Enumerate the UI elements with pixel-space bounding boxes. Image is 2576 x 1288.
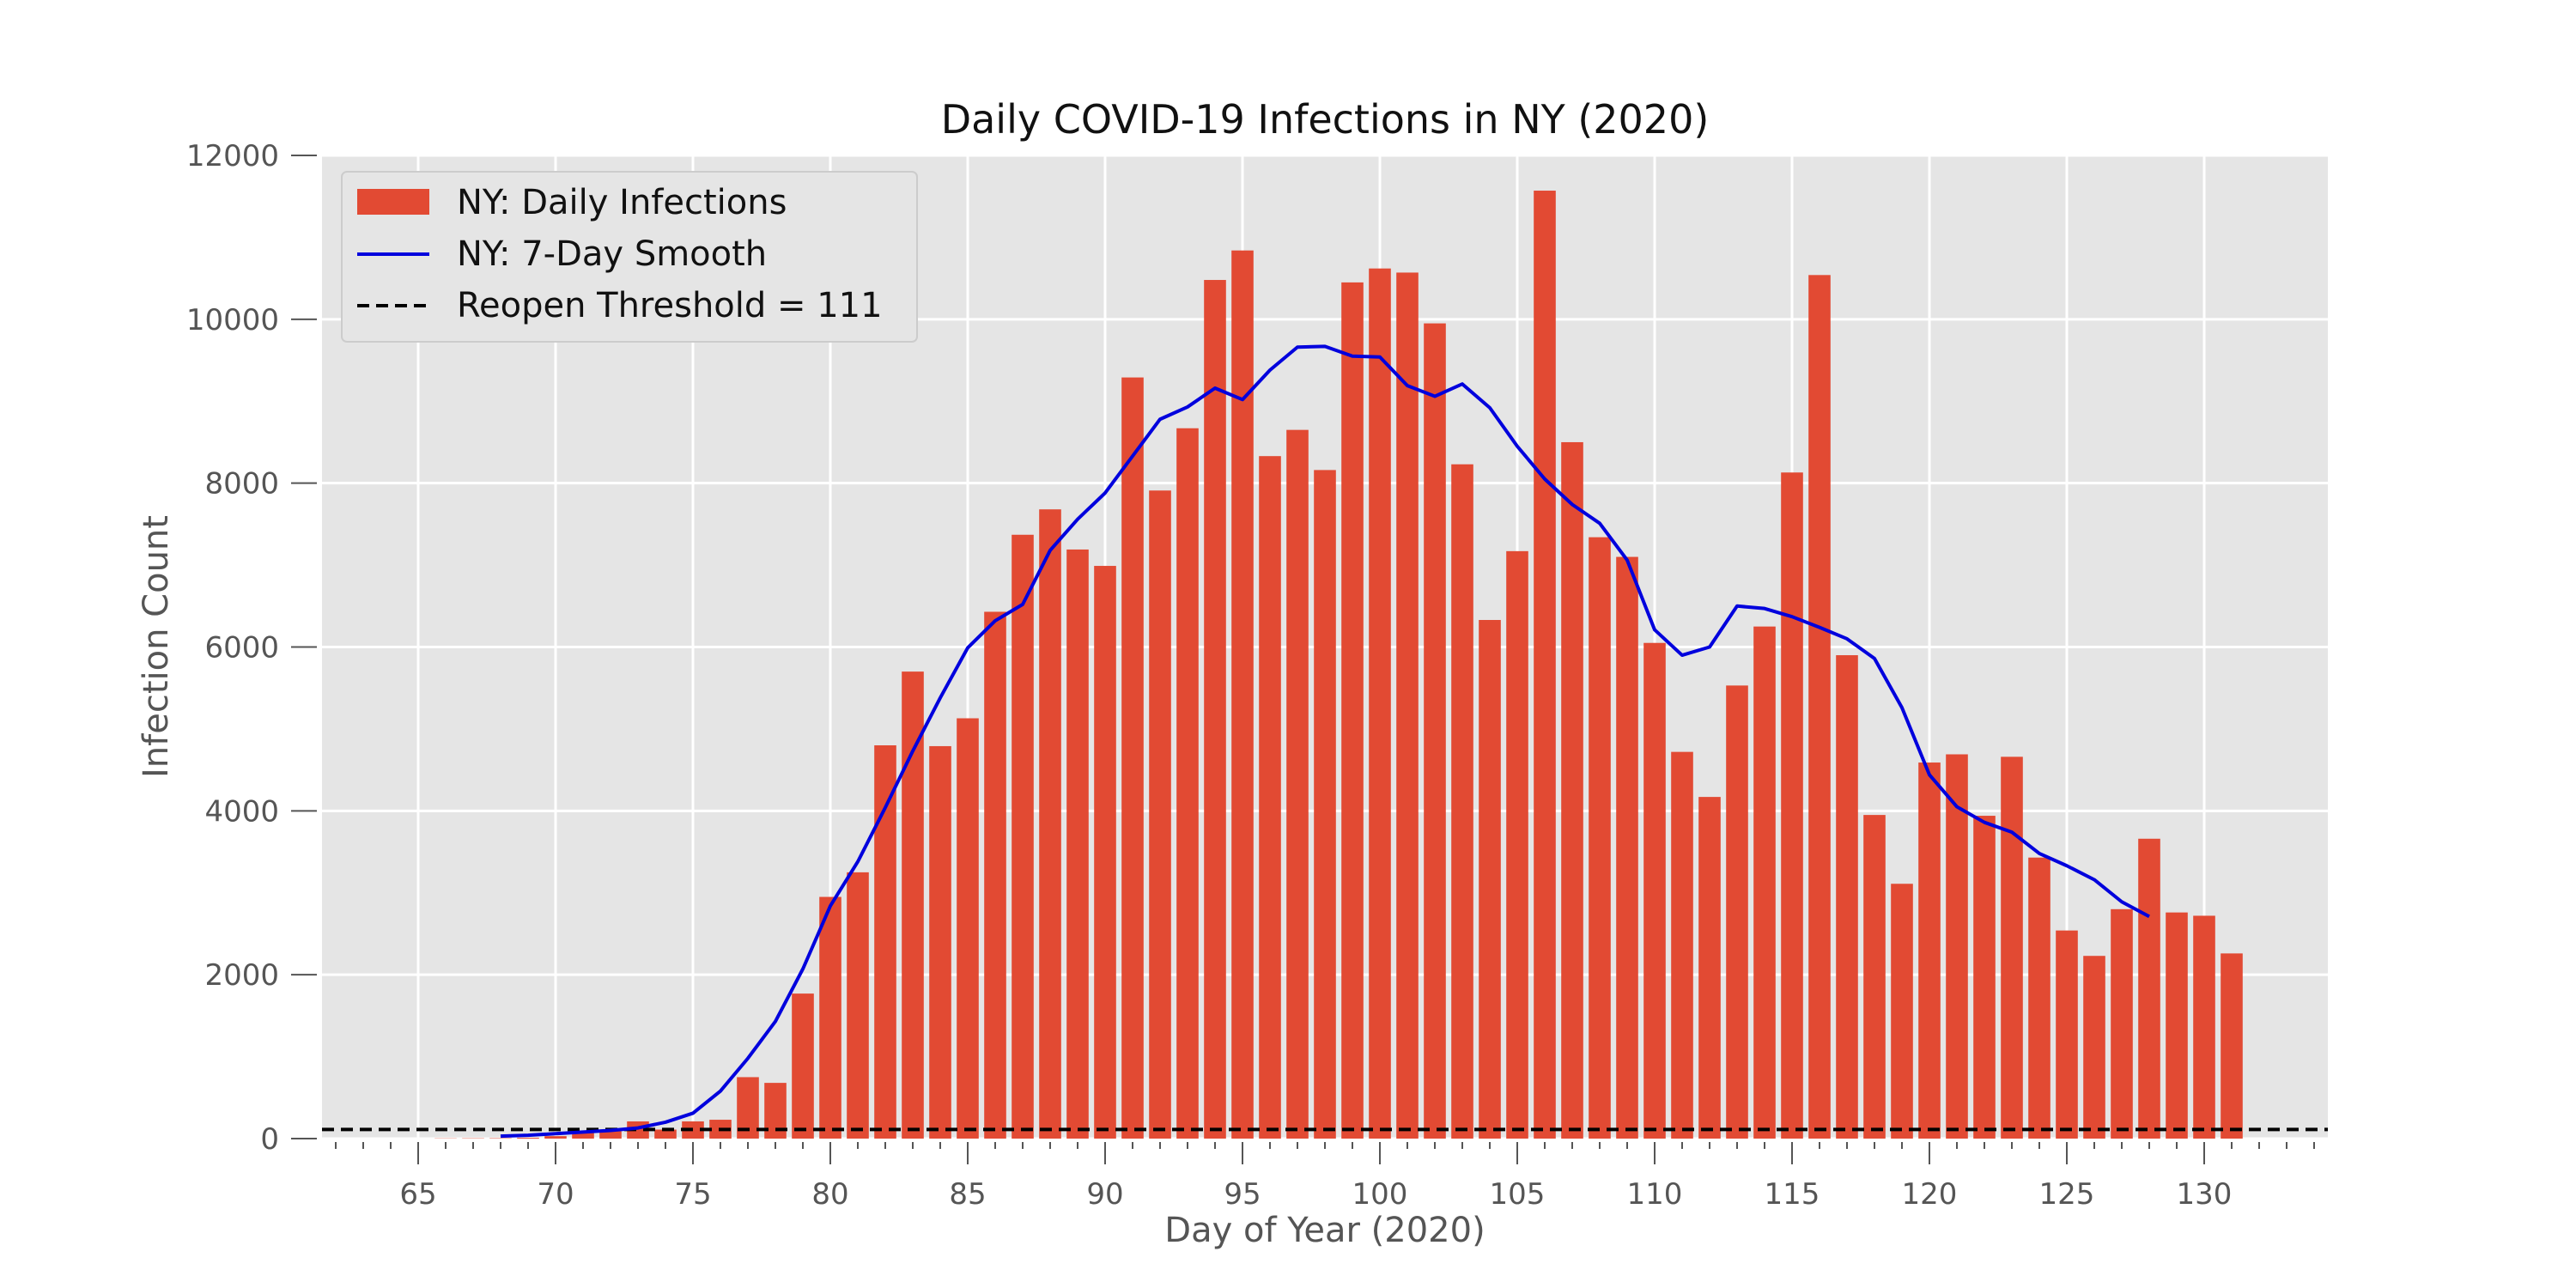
bar [1231,250,1254,1139]
bar-layer [434,191,2243,1139]
bar [1808,275,1831,1139]
y-tick-label: 8000 [204,467,279,501]
x-tick-label: 105 [1490,1177,1546,1212]
smooth-line [500,344,2150,1139]
bar [847,872,869,1139]
bar [1094,566,1116,1139]
legend-label-line: NY: 7-Day Smooth [457,234,767,274]
bar [1286,429,1309,1139]
line-layer [500,344,2150,1139]
bar [2221,953,2243,1139]
bar [1506,550,1528,1139]
bar [1918,762,1941,1139]
bar [819,896,841,1139]
bar [2111,908,2133,1139]
x-tick-label: 125 [2039,1177,2095,1212]
bar [792,993,814,1139]
bar [544,1136,567,1139]
bar [1424,323,1446,1139]
x-axis-label: Day of Year (2020) [1164,1211,1485,1250]
bar [984,611,1006,1139]
x-tick-label: 130 [2177,1177,2233,1212]
bar [1121,377,1144,1139]
bar [1314,470,1336,1139]
bar [1671,751,1693,1139]
bar [1039,509,1061,1139]
bar [2056,930,2078,1139]
bar [1534,191,1556,1139]
bar [517,1138,539,1139]
x-tick-label: 70 [537,1177,574,1212]
bar [1176,428,1199,1139]
bar [1698,797,1721,1139]
bar [1149,490,1171,1139]
x-tick-label: 115 [1765,1177,1820,1212]
y-tick-label: 6000 [204,631,279,665]
bar [1012,534,1034,1139]
y-axis-label: Infection Count [137,515,176,778]
x-tick-label: 120 [1902,1177,1958,1212]
bar [1643,642,1666,1139]
x-tick-label: 85 [949,1177,986,1212]
bar [1396,272,1419,1139]
legend-label-threshold: Reopen Threshold = 111 [457,286,883,325]
bar [1726,685,1748,1139]
bar [1836,655,1858,1139]
x-tick-label: 90 [1086,1177,1123,1212]
x-tick-label: 65 [399,1177,436,1212]
bar [1066,549,1089,1139]
x-tick-label: 75 [674,1177,711,1212]
y-tick-label: 12000 [186,139,279,173]
bar [1863,815,1886,1139]
x-tick-label: 80 [811,1177,848,1212]
x-tick-label: 100 [1352,1177,1408,1212]
bar [1973,816,1996,1139]
bar [1479,620,1501,1139]
bar [2001,756,2023,1139]
bar [902,671,924,1139]
bar [572,1133,594,1139]
x-tick-label: 95 [1224,1177,1261,1212]
legend-box [341,171,918,343]
bar [1259,456,1281,1139]
bar [1204,280,1226,1139]
bar [1781,472,1803,1139]
bar [2193,915,2215,1139]
bar [1589,537,1611,1139]
y-tick-label: 10000 [186,303,279,337]
bar [1451,464,1473,1139]
y-tick-label: 0 [260,1122,279,1157]
y-tick-label: 2000 [204,958,279,993]
bar [1891,884,1913,1139]
bar [1946,754,1968,1139]
bar [2138,838,2160,1139]
axis-layer: 65 70 75 80 85 90 95 100 105 110 115 120 125 130 0 2000… [186,139,2315,1212]
bar [2083,956,2105,1139]
legend: NY: Daily Infections NY: 7-Day Smooth Re… [341,171,918,343]
chart-title: Daily COVID-19 Infections in NY (2020) [941,96,1710,143]
bar [599,1131,622,1139]
bar [1561,441,1583,1139]
y-tick-label: 4000 [204,794,279,829]
bar [1753,626,1776,1139]
bar [2166,912,2188,1139]
bar [1341,282,1364,1139]
legend-swatch-bars [357,189,429,215]
x-tick-label: 110 [1627,1177,1683,1212]
bar [2028,857,2050,1139]
bar [1616,556,1638,1139]
bar [929,745,951,1139]
bar [1369,268,1391,1139]
legend-label-bars: NY: Daily Infections [457,183,787,222]
bar [957,718,979,1139]
bar [654,1129,677,1139]
